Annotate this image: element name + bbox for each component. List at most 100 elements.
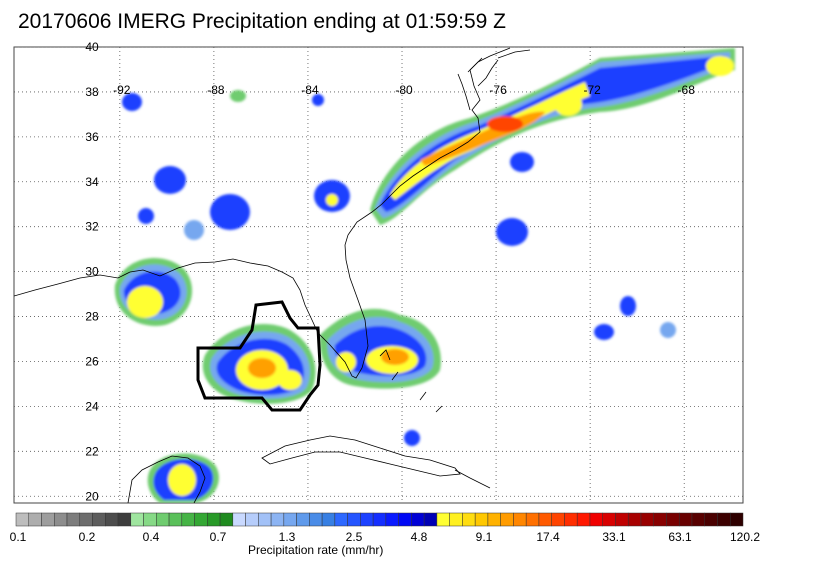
colorbar-cell — [640, 512, 654, 527]
colorbar-cell — [105, 512, 119, 527]
lat-tick-label: 28 — [85, 310, 99, 324]
colorbar-label: 120.2 — [729, 530, 761, 544]
colorbar-cell — [28, 512, 42, 527]
colorbar-cell — [181, 512, 195, 527]
precip-cell — [620, 296, 636, 316]
colorbar-cell — [219, 512, 234, 527]
colorbar-cell — [15, 512, 30, 527]
colorbar-label: 33.1 — [602, 530, 626, 544]
colorbar-label: 4.8 — [410, 530, 428, 544]
lat-tick-label: 36 — [85, 130, 99, 144]
colorbar-cell — [207, 512, 221, 527]
colorbar-cell — [194, 512, 208, 527]
colorbar-label: 17.4 — [536, 530, 560, 544]
colorbar-cell — [270, 512, 285, 527]
colorbar-cell — [411, 512, 425, 527]
precip-cell — [326, 194, 338, 206]
lat-tick-label: 38 — [85, 85, 99, 99]
colorbar-cell — [66, 512, 81, 527]
precip-cell — [381, 349, 409, 365]
delaware-bay — [477, 59, 499, 87]
precip-cell — [594, 324, 614, 340]
colorbar-cell — [385, 512, 399, 527]
chesapeake — [457, 57, 483, 111]
colorbar-label: 63.1 — [668, 530, 692, 544]
colorbar-title: Precipitation rate (mm/hr) — [248, 543, 384, 557]
hispaniola-edge — [454, 469, 491, 489]
colorbar-label: 0.1 — [9, 530, 27, 544]
precip-cell — [138, 208, 154, 224]
colorbar-cell — [283, 512, 297, 527]
lat-tick-label: 26 — [85, 354, 99, 368]
colorbar-cell — [729, 512, 744, 527]
precip-cell — [510, 152, 534, 172]
colorbar-cell — [258, 512, 272, 527]
lon-tick-label: -72 — [583, 83, 601, 97]
colorbar-cell — [627, 512, 642, 527]
lon-tick-label: -88 — [207, 83, 225, 97]
lat-tick-label: 24 — [85, 399, 99, 413]
map-title: 20170606 IMERG Precipitation ending at 0… — [18, 10, 506, 33]
colorbar-cell — [691, 512, 705, 527]
precip-cell — [168, 464, 196, 496]
precip-cell — [312, 94, 324, 106]
colorbar-cell — [232, 512, 246, 527]
colorbar-cell — [398, 512, 412, 527]
lat-tick-label: 20 — [85, 489, 99, 503]
lon-tick-label: -92 — [113, 83, 131, 97]
precip-area — [375, 52, 730, 218]
colorbar-cell — [615, 512, 629, 527]
precip-cell — [210, 194, 250, 230]
colorbar-cell — [564, 512, 578, 527]
lat-tick-label: 40 — [85, 40, 99, 54]
long-island — [497, 49, 531, 59]
highlight-region-outline — [196, 300, 322, 412]
colorbar-cell — [474, 512, 489, 527]
precip-cell — [184, 220, 204, 240]
colorbar-label: 0.4 — [142, 530, 160, 544]
cuba-coast — [261, 435, 461, 477]
colorbar-cell — [321, 512, 336, 527]
precip-cell — [230, 90, 246, 102]
precip-cell — [496, 218, 528, 246]
colorbar-cell — [500, 512, 514, 527]
colorbar-cell — [360, 512, 374, 527]
colorbar-cell — [372, 512, 387, 527]
precip-cell — [706, 56, 734, 76]
colorbar-cell — [245, 512, 259, 527]
bahamas — [379, 349, 443, 413]
colorbar-cell — [54, 512, 68, 527]
precip-cell — [404, 430, 420, 446]
colorbar-cell — [717, 512, 731, 527]
colorbar-cell — [41, 512, 55, 527]
precip-cell — [122, 93, 142, 111]
colorbar-cell — [423, 512, 438, 527]
colorbar-cell — [449, 512, 463, 527]
precipitation-field — [114, 48, 735, 503]
colorbar-cell — [538, 512, 552, 527]
precip-cell — [660, 322, 676, 338]
colorbar-cell — [551, 512, 565, 527]
lat-tick-label: 22 — [85, 444, 99, 458]
yucatan-coast — [127, 455, 206, 503]
colorbar-cell — [487, 512, 501, 527]
precip-cell — [554, 92, 582, 116]
precip-area — [380, 56, 725, 212]
colorbar-label: 0.2 — [78, 530, 96, 544]
colorbar-cell — [525, 512, 540, 527]
coastlines — [14, 47, 531, 503]
colorbar-label: 0.7 — [209, 530, 227, 544]
colorbar-cell — [576, 512, 591, 527]
precip-cell — [127, 286, 163, 318]
colorbar-cell — [143, 512, 157, 527]
lon-tick-label: -68 — [678, 83, 696, 97]
colorbar-cell — [92, 512, 106, 527]
colorbar-cell — [513, 512, 527, 527]
lat-tick-label: 32 — [85, 220, 99, 234]
colorbar-label: 2.5 — [345, 530, 363, 544]
precip-cell — [278, 370, 302, 390]
colorbar-cells — [15, 512, 744, 527]
colorbar-cell — [589, 512, 603, 527]
